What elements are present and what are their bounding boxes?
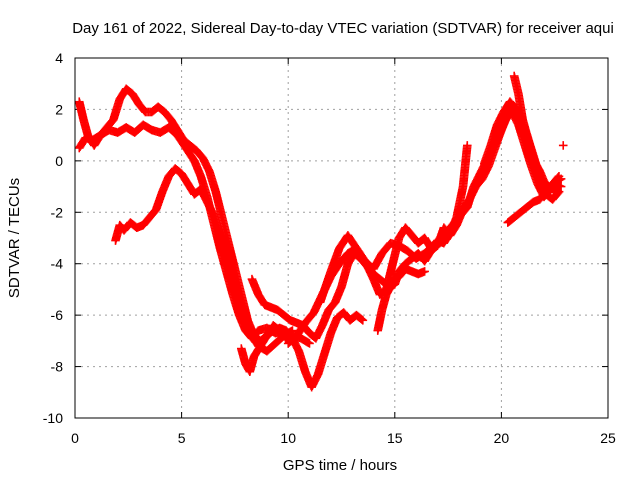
data-point — [262, 327, 277, 341]
data-point — [509, 71, 523, 97]
data-point — [373, 307, 387, 335]
y-tick-label: -8 — [51, 359, 64, 375]
y-tick-label: -2 — [51, 204, 64, 220]
x-tick-label: 0 — [71, 430, 79, 446]
data-point — [234, 295, 250, 324]
data-point — [128, 89, 143, 108]
y-tick-label: -4 — [51, 256, 64, 272]
series-track-11 — [509, 71, 564, 197]
y-tick-label: 4 — [55, 50, 63, 66]
data-point — [247, 274, 263, 298]
x-tick-label: 25 — [600, 430, 616, 446]
data-point — [477, 163, 493, 184]
data-points — [74, 71, 568, 392]
data-point — [558, 141, 568, 150]
data-point — [426, 242, 441, 256]
data-point — [198, 153, 213, 175]
x-tick-label: 10 — [280, 430, 296, 446]
data-point — [109, 96, 124, 125]
x-tick-label: 5 — [178, 430, 186, 446]
data-point — [556, 182, 566, 191]
data-point — [420, 247, 435, 266]
data-point — [492, 109, 508, 130]
data-point — [369, 274, 384, 298]
data-point — [320, 330, 335, 359]
data-point — [313, 350, 329, 379]
data-point — [138, 120, 155, 134]
data-point — [420, 267, 429, 276]
x-tick-labels: 0 5 10 15 20 25 — [71, 430, 616, 446]
data-point — [486, 122, 501, 150]
x-tick-label: 15 — [387, 430, 403, 446]
data-point — [215, 228, 231, 257]
data-point — [74, 97, 88, 123]
data-point — [462, 141, 472, 150]
data-point — [335, 250, 352, 269]
data-point — [119, 219, 134, 235]
data-point — [554, 171, 564, 181]
data-point — [335, 232, 352, 253]
y-tick-label: 2 — [55, 101, 63, 117]
series-track-3 — [111, 164, 297, 356]
series-track-12 — [558, 141, 568, 150]
data-point — [79, 115, 92, 139]
x-tick-label: 20 — [494, 430, 510, 446]
series-track-8 — [373, 102, 564, 335]
data-point — [548, 173, 563, 189]
plot-frame — [74, 57, 609, 419]
data-point — [151, 188, 167, 215]
data-point — [292, 319, 309, 341]
y-tick-labels: -10 -8 -6 -4 -2 0 2 4 — [43, 50, 63, 426]
y-tick-label: -6 — [51, 307, 64, 323]
data-point — [514, 89, 527, 123]
data-point — [315, 268, 335, 307]
y-tick-label: 0 — [55, 153, 63, 169]
y-tick-label: -10 — [43, 410, 63, 426]
data-point — [196, 184, 211, 205]
data-point — [294, 346, 310, 375]
data-point — [458, 142, 472, 191]
series-track-4 — [236, 308, 368, 392]
data-point — [145, 206, 160, 222]
data-point — [241, 315, 256, 339]
data-point — [305, 339, 314, 348]
chart-title: Day 161 of 2022, Sidereal Day-to-day VTE… — [72, 20, 614, 37]
data-point — [388, 235, 403, 269]
data-point — [352, 243, 369, 265]
data-point — [480, 142, 495, 168]
data-point — [222, 249, 237, 280]
data-point — [89, 132, 105, 150]
data-point — [358, 315, 368, 325]
y-axis-label: SDTVAR / TECUs — [6, 178, 23, 298]
data-point — [554, 187, 564, 197]
x-axis-label: GPS time / hours — [283, 457, 397, 474]
data-point — [518, 115, 531, 139]
data-point — [360, 256, 378, 283]
data-point — [96, 124, 111, 140]
